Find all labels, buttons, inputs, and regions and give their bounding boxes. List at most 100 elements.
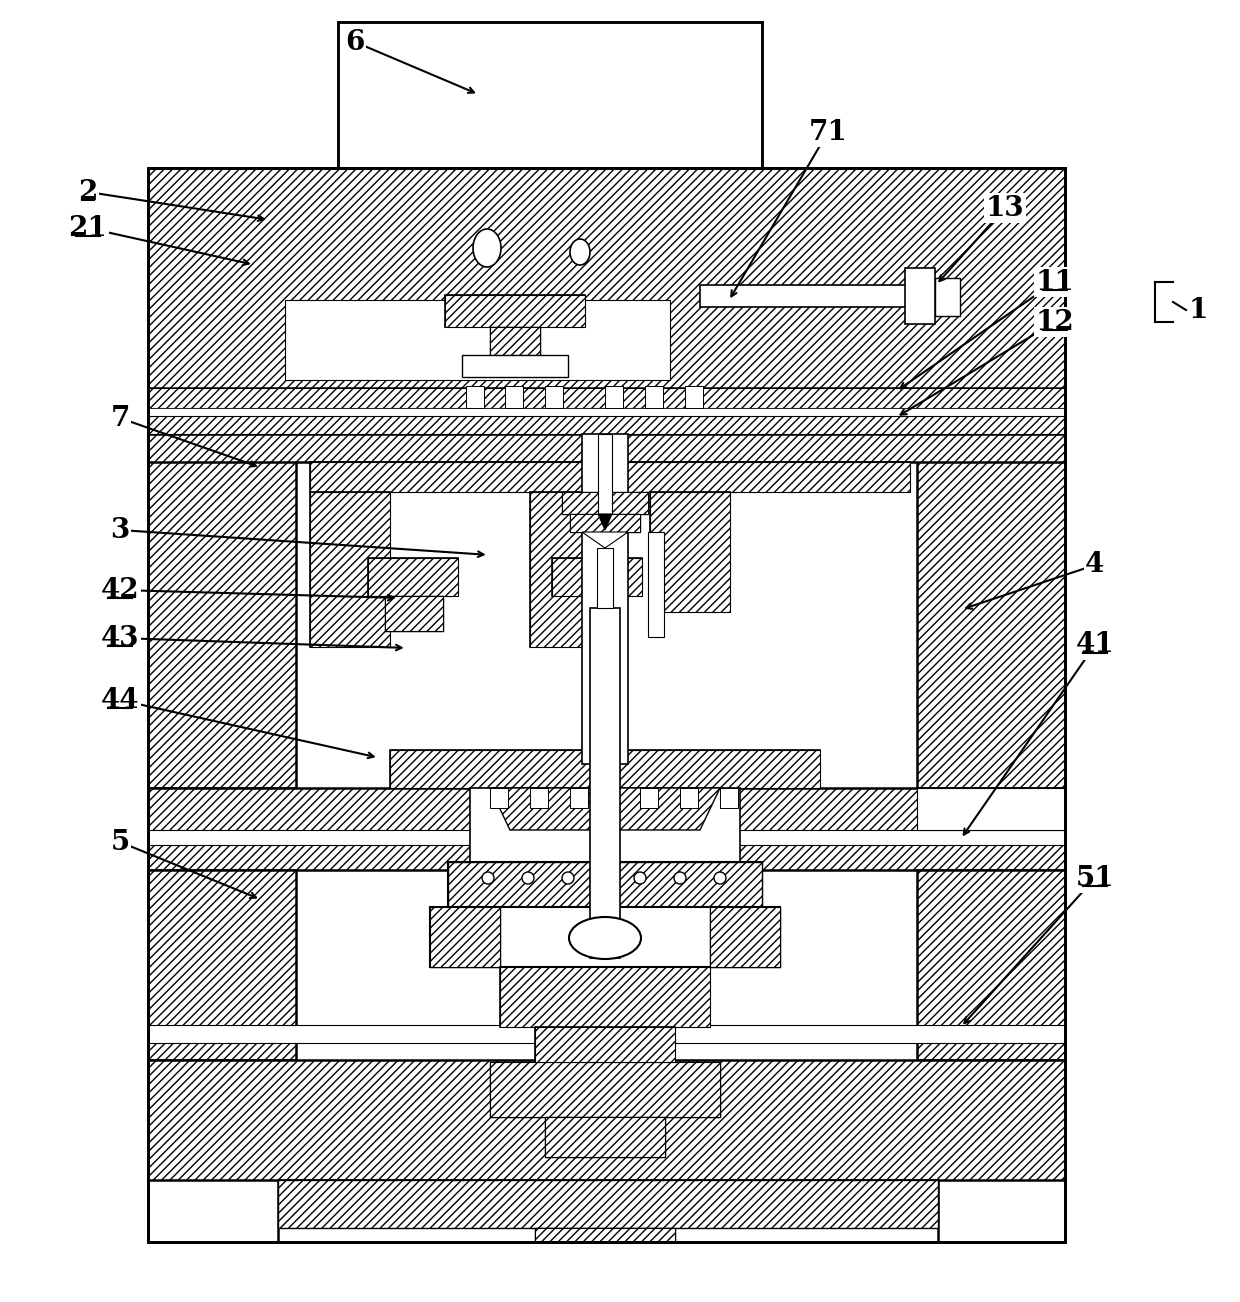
Bar — [605, 385, 622, 408]
Text: 1: 1 — [1188, 297, 1208, 323]
Bar — [645, 385, 663, 408]
Bar — [701, 285, 935, 307]
Bar — [490, 1062, 720, 1117]
Bar — [582, 434, 627, 764]
Bar — [148, 870, 296, 1060]
Bar — [463, 355, 568, 378]
Text: 42: 42 — [100, 577, 139, 604]
Bar — [310, 462, 910, 492]
Bar — [529, 492, 610, 647]
Bar — [500, 967, 711, 1027]
Bar — [466, 385, 484, 408]
Text: 2: 2 — [78, 178, 98, 206]
Bar — [430, 907, 500, 967]
Bar — [918, 788, 1065, 829]
Bar — [529, 492, 610, 647]
Bar — [640, 788, 658, 809]
Bar — [505, 385, 523, 408]
Bar — [560, 788, 650, 870]
Bar — [546, 1117, 665, 1157]
Ellipse shape — [472, 229, 501, 267]
Text: 4: 4 — [1085, 552, 1105, 578]
Bar — [534, 1228, 675, 1242]
Bar — [649, 533, 663, 637]
Bar — [598, 434, 613, 514]
Bar — [562, 492, 649, 514]
Bar — [384, 596, 443, 631]
Ellipse shape — [675, 872, 686, 884]
Bar — [445, 296, 585, 327]
Bar — [148, 434, 1065, 462]
Bar — [148, 417, 1065, 434]
Bar — [310, 492, 391, 647]
Bar — [384, 596, 443, 631]
Bar — [445, 296, 585, 327]
Text: 12: 12 — [1035, 309, 1074, 336]
Bar — [148, 434, 296, 788]
Bar — [339, 22, 763, 168]
Bar — [905, 268, 935, 324]
Text: 21: 21 — [68, 215, 108, 241]
Bar — [596, 548, 613, 608]
Bar — [684, 385, 703, 408]
Text: 71: 71 — [808, 118, 847, 146]
Text: 13: 13 — [986, 194, 1024, 221]
Bar — [570, 788, 588, 809]
Ellipse shape — [562, 872, 574, 884]
Bar — [918, 870, 1065, 1060]
Ellipse shape — [482, 872, 494, 884]
Bar — [500, 967, 711, 1027]
Bar — [148, 408, 1065, 417]
Bar — [560, 788, 650, 870]
Bar — [546, 1117, 665, 1157]
Text: 44: 44 — [100, 686, 139, 713]
Bar — [534, 1027, 675, 1062]
Bar — [148, 1060, 1065, 1180]
Bar — [546, 385, 563, 408]
Bar — [562, 492, 649, 514]
Bar — [570, 514, 640, 533]
Ellipse shape — [569, 917, 641, 960]
Bar — [278, 1180, 937, 1228]
Bar — [448, 862, 763, 907]
Bar — [650, 492, 730, 612]
Text: 11: 11 — [1035, 268, 1074, 296]
Bar — [552, 559, 642, 596]
Bar — [680, 788, 698, 809]
Bar — [534, 1027, 675, 1062]
Bar — [391, 750, 820, 788]
Bar — [490, 788, 508, 809]
Text: 43: 43 — [100, 625, 139, 651]
Ellipse shape — [634, 872, 646, 884]
Ellipse shape — [570, 240, 590, 266]
Bar — [448, 862, 763, 907]
Bar — [310, 462, 910, 492]
Bar — [278, 1180, 937, 1242]
Bar — [580, 788, 630, 870]
Bar — [430, 907, 500, 967]
Bar — [368, 559, 458, 596]
Polygon shape — [582, 533, 627, 548]
Bar — [310, 492, 391, 647]
Bar — [590, 608, 620, 958]
Bar — [650, 492, 730, 612]
Text: 6: 6 — [345, 29, 365, 56]
Bar — [711, 907, 780, 967]
Bar — [552, 559, 642, 596]
Ellipse shape — [714, 872, 725, 884]
Bar — [534, 1228, 675, 1242]
Bar — [490, 327, 539, 355]
Bar — [391, 750, 820, 788]
Bar — [711, 907, 780, 967]
Bar — [935, 279, 960, 316]
Bar — [570, 514, 640, 533]
Text: 41: 41 — [1075, 631, 1115, 659]
Bar — [529, 788, 548, 809]
Text: 3: 3 — [110, 517, 130, 543]
Bar — [490, 1062, 720, 1117]
Bar — [148, 168, 1065, 1242]
Bar — [148, 388, 1065, 408]
Bar — [918, 434, 1065, 788]
Bar — [285, 299, 670, 380]
Bar — [368, 559, 458, 596]
